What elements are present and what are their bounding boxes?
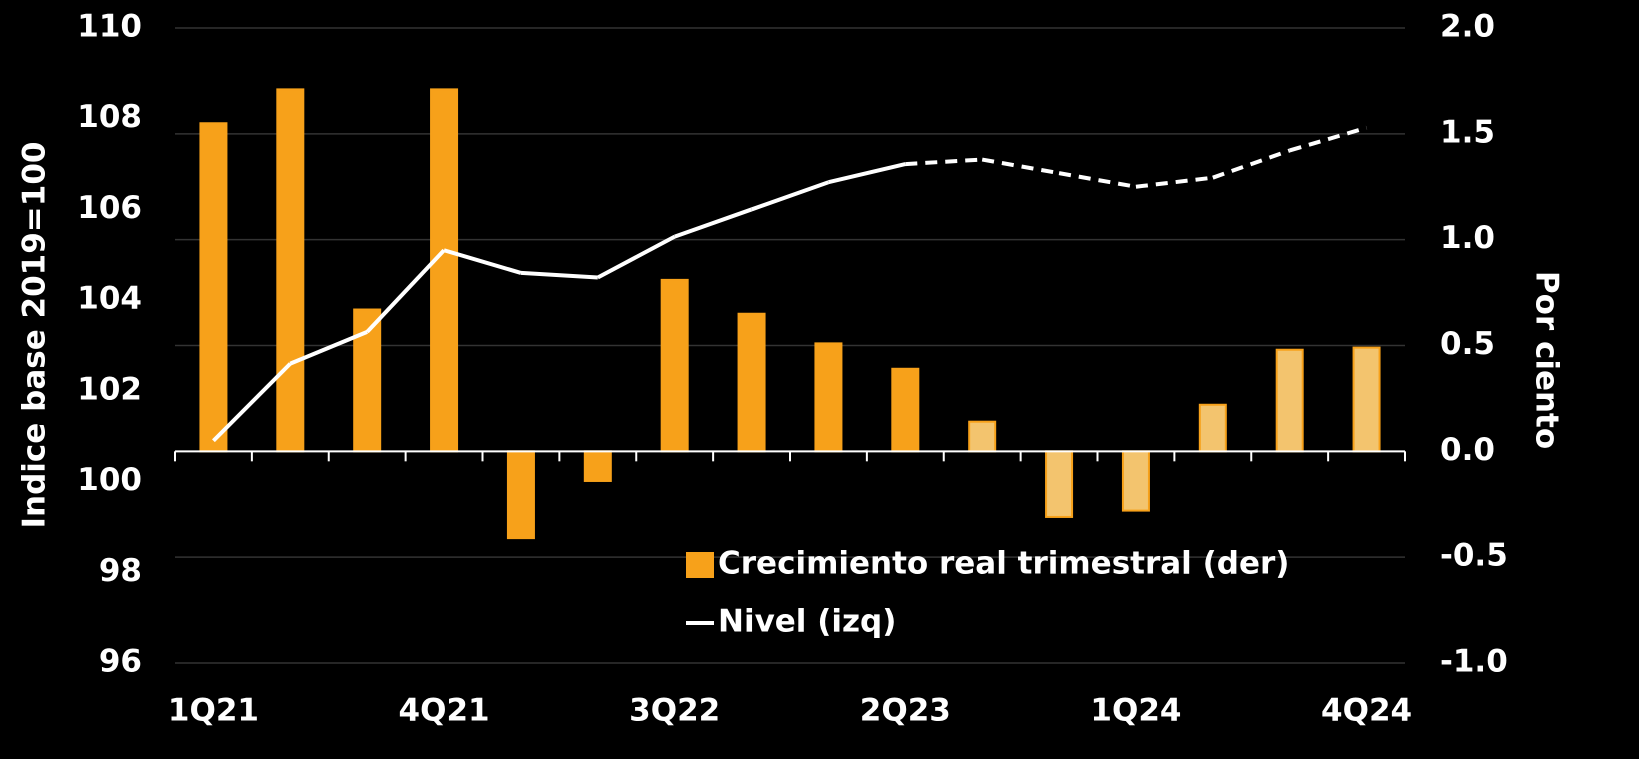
x-tick-label: 4Q24 bbox=[1321, 693, 1412, 729]
bar bbox=[1198, 403, 1227, 453]
y2-tick-label: -1.0 bbox=[1440, 644, 1508, 680]
line-segment bbox=[905, 157, 983, 167]
line-segment bbox=[827, 162, 906, 185]
bar bbox=[199, 122, 228, 453]
bar bbox=[814, 342, 843, 453]
line-segment bbox=[212, 362, 292, 443]
line-segment bbox=[750, 180, 830, 212]
y2-tick-label: -0.5 bbox=[1440, 538, 1508, 574]
y2-tick-label: 1.0 bbox=[1440, 220, 1495, 256]
bar bbox=[276, 88, 305, 453]
y-tick-label: 110 bbox=[77, 9, 142, 45]
y2-tick-label: 0.0 bbox=[1440, 432, 1495, 468]
x-tick-label: 1Q24 bbox=[1090, 693, 1181, 729]
line-segment bbox=[1058, 171, 1137, 189]
y-axis-label: Indice base 2019=100 bbox=[17, 142, 53, 529]
bar bbox=[1045, 450, 1074, 518]
bar bbox=[506, 450, 535, 540]
x-tick-label: 1Q21 bbox=[168, 693, 259, 729]
legend-label: Nivel (izq) bbox=[718, 604, 896, 640]
y-tick-label: 98 bbox=[99, 553, 142, 589]
y-tick-label: 108 bbox=[77, 99, 142, 135]
x-tick-label: 2Q23 bbox=[860, 693, 951, 729]
y-tick-label: 102 bbox=[77, 371, 142, 407]
line-segment bbox=[674, 207, 753, 239]
line-segment bbox=[981, 157, 1060, 176]
bar bbox=[583, 450, 612, 482]
line-segment bbox=[520, 270, 598, 280]
y-tick-label: 104 bbox=[77, 281, 142, 317]
y-tick-label: 106 bbox=[77, 190, 142, 226]
y2-axis-label: Por ciento bbox=[1529, 271, 1565, 449]
line-segment bbox=[1135, 175, 1214, 189]
legend-label: Crecimiento real trimestral (der) bbox=[718, 546, 1289, 582]
line-segment bbox=[1289, 125, 1368, 153]
y2-tick-label: 0.5 bbox=[1440, 326, 1495, 362]
line-segment bbox=[443, 248, 522, 275]
bar bbox=[968, 420, 997, 453]
bar bbox=[1352, 346, 1381, 453]
y2-tick-label: 1.5 bbox=[1440, 114, 1495, 150]
line-segment bbox=[365, 248, 446, 334]
y2-tick-label: 2.0 bbox=[1440, 9, 1495, 45]
line-segment bbox=[289, 330, 368, 366]
bar bbox=[430, 88, 459, 453]
bar bbox=[1121, 450, 1150, 512]
bar bbox=[737, 312, 766, 453]
bar bbox=[891, 367, 920, 453]
x-tick-label: 4Q21 bbox=[399, 693, 490, 729]
x-tick-label: 3Q22 bbox=[629, 693, 720, 729]
line-segment bbox=[1212, 148, 1291, 180]
y-tick-label: 100 bbox=[77, 462, 142, 498]
y-tick-label: 96 bbox=[99, 644, 142, 680]
line-segment bbox=[596, 234, 676, 280]
bar bbox=[660, 278, 689, 453]
legend-swatch bbox=[686, 552, 714, 578]
bar bbox=[1275, 348, 1304, 453]
